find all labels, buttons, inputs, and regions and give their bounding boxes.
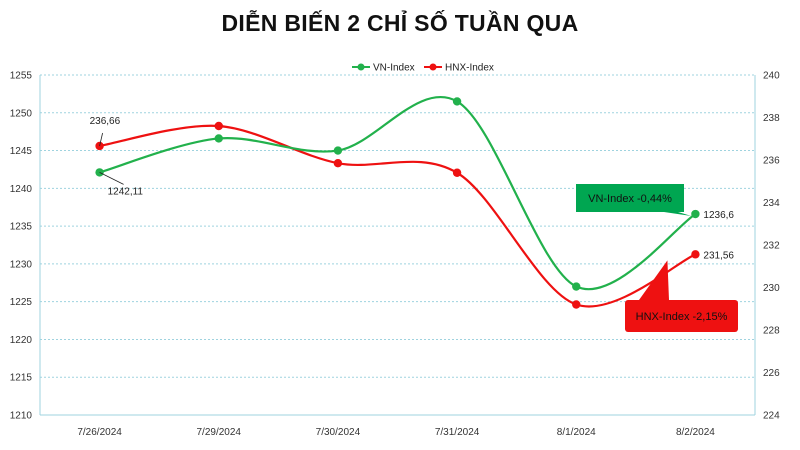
callout-text-hnx-index: HNX-Index -2,15% — [636, 311, 728, 323]
legend-label: HNX-Index — [445, 63, 494, 74]
y-left-tick-label: 1250 — [10, 108, 33, 119]
callout-text-vn-index: VN-Index -0,44% — [588, 193, 672, 205]
data-label: 1242,11 — [108, 186, 144, 197]
y-left-tick-label: 1230 — [10, 259, 33, 270]
y-right-tick-label: 226 — [763, 368, 780, 379]
x-tick-label: 7/31/2024 — [435, 427, 480, 438]
y-right-tick-label: 238 — [763, 113, 780, 124]
x-tick-label: 7/30/2024 — [316, 427, 361, 438]
series-line-hnx-index — [99, 124, 696, 308]
y-left-tick-label: 1220 — [10, 335, 33, 346]
x-tick-label: 8/2/2024 — [676, 427, 715, 438]
y-left-tick-label: 1240 — [10, 184, 33, 195]
y-right-tick-label: 236 — [763, 156, 780, 167]
data-point — [691, 250, 700, 259]
y-left-tick-label: 1235 — [10, 222, 33, 233]
y-right-tick-label: 230 — [763, 283, 780, 294]
data-label: 231,56 — [703, 250, 734, 261]
y-left-tick-label: 1215 — [10, 373, 33, 384]
callout-pointer-hnx-index — [639, 260, 669, 300]
y-left-tick-label: 1255 — [10, 71, 33, 82]
y-left-tick-label: 1210 — [10, 411, 33, 422]
data-point — [572, 300, 581, 309]
data-label: 236,66 — [90, 116, 121, 127]
y-left-tick-label: 1245 — [10, 146, 33, 157]
x-tick-label: 7/26/2024 — [77, 427, 122, 438]
callout-pointer-vn-index — [664, 212, 692, 217]
legend-swatch-marker — [429, 63, 437, 71]
data-label: 1236,6 — [703, 210, 734, 221]
axes: 1210 1215 1220 1225 1230 1235 1240 1245 1250 1255… — [10, 71, 780, 439]
data-point — [333, 158, 343, 168]
label-leader-line — [99, 172, 124, 185]
data-labels: 236,66 1242,11 1236,6 231,56 — [90, 116, 735, 261]
data-point — [452, 97, 462, 106]
data-point — [691, 209, 700, 219]
y-right-tick-label: 232 — [763, 241, 780, 252]
series-markers — [95, 97, 700, 309]
x-tick-label: 8/1/2024 — [557, 427, 596, 438]
y-left-tick-label: 1225 — [10, 297, 33, 308]
x-tick-label: 7/29/2024 — [197, 427, 242, 438]
legend-label: VN-Index — [373, 63, 415, 74]
callouts: VN-Index -0,44% HNX-Index -2,15% — [576, 184, 738, 332]
legend-swatch-marker — [357, 63, 365, 71]
gridlines — [40, 74, 755, 416]
label-leader-line — [99, 132, 103, 147]
data-point — [214, 134, 223, 143]
callout-box-hnx-index — [625, 300, 738, 332]
legend: VN-Index HNX-Index — [352, 63, 494, 74]
data-point — [452, 168, 462, 177]
data-point — [572, 282, 581, 291]
y-right-tick-label: 234 — [763, 198, 780, 209]
callout-box-vn-index — [576, 184, 684, 212]
chart-title: DIỄN BIẾN 2 CHỈ SỐ TUẦN QUA — [221, 10, 579, 36]
y-right-tick-label: 228 — [763, 326, 780, 337]
label-leaders — [99, 132, 124, 185]
y-right-tick-label: 224 — [763, 411, 780, 422]
y-right-tick-label: 240 — [763, 71, 780, 82]
data-point — [214, 121, 223, 131]
data-point — [333, 146, 343, 155]
